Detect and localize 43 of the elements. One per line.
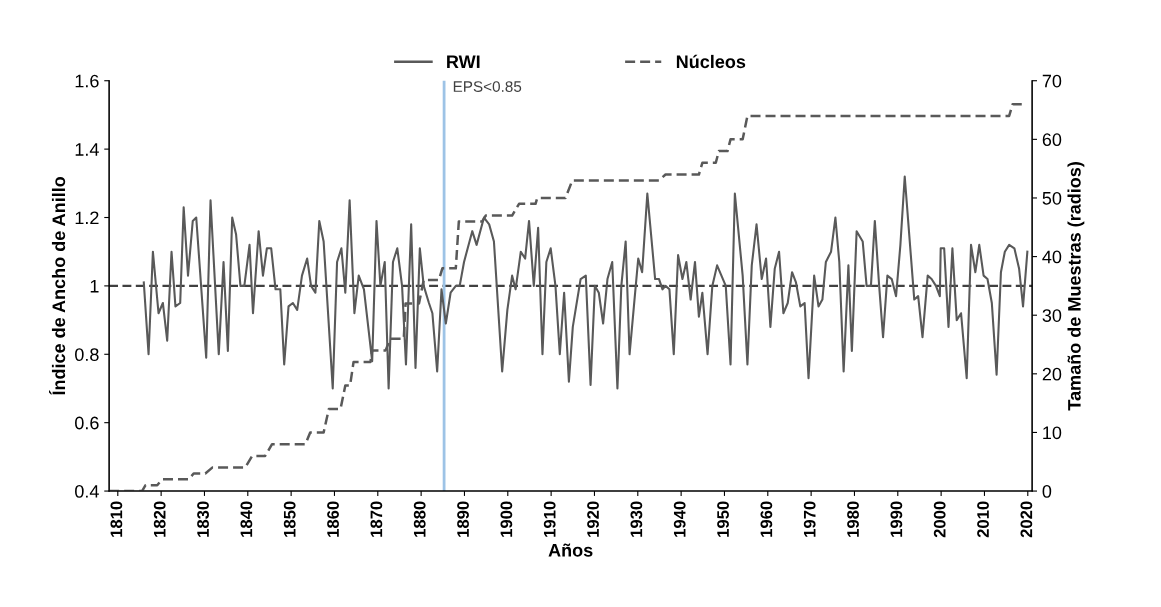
y-tick-label: 0.8 xyxy=(75,348,99,362)
legend-label: RWI xyxy=(447,55,480,68)
y2-tick-label: 50 xyxy=(1042,191,1062,205)
x-tick-label: 1900 xyxy=(500,501,513,537)
x-tick-label: 1950 xyxy=(717,501,729,537)
x-tick-label: 1970 xyxy=(803,501,816,537)
y2-tick-label: 70 xyxy=(1042,74,1062,88)
x-tick-label: 1830 xyxy=(197,501,209,537)
x-tick-label: 2000 xyxy=(933,501,946,538)
x-tick-label: 1940 xyxy=(673,501,686,537)
y2-axis-title: Tamaño de Muestras (radios) xyxy=(1067,162,1085,411)
x-tick-label: 1930 xyxy=(630,501,643,537)
y-tick-label: 0.4 xyxy=(75,485,99,498)
y2-tick-label: 0 xyxy=(1042,485,1052,498)
x-tick-label: 1890 xyxy=(457,501,469,537)
y-axis-title: Índice de Ancho de Anillo xyxy=(49,176,66,395)
x-tick-label: 1960 xyxy=(760,501,773,537)
y2-tick-label: 30 xyxy=(1042,309,1062,322)
x-tick-label: 1980 xyxy=(847,501,859,537)
y2-tick-label: 40 xyxy=(1042,250,1062,264)
legend-label: Núcleos xyxy=(676,54,746,69)
x-tick-label: 1990 xyxy=(890,501,903,537)
y-tick-label: 1.4 xyxy=(75,143,99,156)
x-axis-title: Años xyxy=(548,543,593,557)
x-tick-label: 2010 xyxy=(977,501,989,538)
x-tick-label: 1810 xyxy=(110,501,123,537)
x-tick-label: 1840 xyxy=(240,501,253,537)
y2-tick-label: 60 xyxy=(1042,133,1062,147)
y2-tick-label: 20 xyxy=(1042,367,1062,381)
ref-line-label: EPS<0.85 xyxy=(453,81,522,92)
y-tick-label: 1.2 xyxy=(75,211,99,225)
x-tick-label: 1920 xyxy=(587,501,599,537)
x-tick-label: 1870 xyxy=(370,501,383,537)
y-tick-label: 1 xyxy=(90,280,99,293)
x-tick-label: 1860 xyxy=(327,501,339,537)
y-tick-label: 1.6 xyxy=(75,74,99,88)
y-tick-label: 0.6 xyxy=(75,416,99,430)
x-tick-label: 1910 xyxy=(543,501,556,537)
x-tick-label: 2020 xyxy=(1020,501,1033,538)
x-tick-label: 1880 xyxy=(413,501,426,537)
y2-tick-label: 10 xyxy=(1043,426,1062,440)
x-tick-label: 1850 xyxy=(283,501,296,537)
x-tick-label: 1820 xyxy=(153,501,166,537)
